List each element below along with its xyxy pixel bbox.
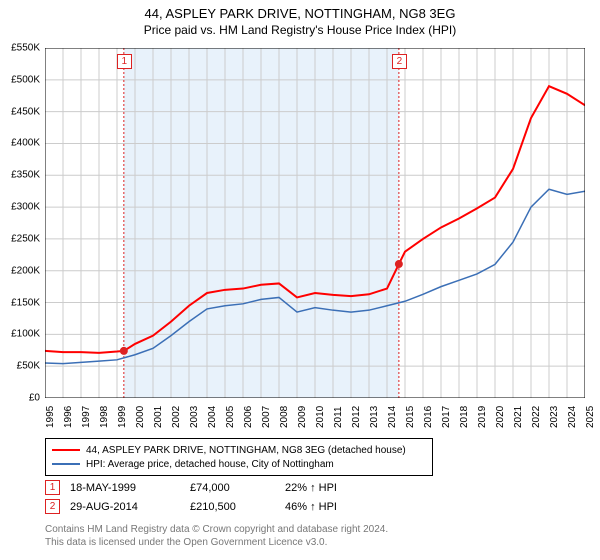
x-tick-label: 2017 [441,406,452,428]
x-tick-label: 2016 [423,406,434,428]
x-tick-label: 2021 [513,406,524,428]
x-tick-label: 2025 [585,406,596,428]
legend: 44, ASPLEY PARK DRIVE, NOTTINGHAM, NG8 3… [45,438,433,476]
sale-marker-pct-0: 22% ↑ HPI [285,482,375,494]
y-tick-label: £350K [11,170,40,181]
y-tick-label: £500K [11,74,40,85]
x-tick-label: 2020 [495,406,506,428]
x-tick-label: 2008 [279,406,290,428]
legend-label-0: 44, ASPLEY PARK DRIVE, NOTTINGHAM, NG8 3… [86,445,406,456]
x-tick-label: 2006 [243,406,254,428]
x-tick-label: 2004 [207,406,218,428]
footer-line1: Contains HM Land Registry data © Crown c… [45,524,388,537]
x-tick-label: 1995 [45,406,56,428]
chart-title: 44, ASPLEY PARK DRIVE, NOTTINGHAM, NG8 3… [0,0,600,37]
legend-row-1: HPI: Average price, detached house, City… [52,457,426,471]
sale-marker-pct-1: 46% ↑ HPI [285,501,375,513]
chart-svg [45,48,585,398]
sale-marker-id-0: 1 [45,480,60,495]
x-tick-label: 2023 [549,406,560,428]
sale-markers: 1 18-MAY-1999 £74,000 22% ↑ HPI 2 29-AUG… [45,480,375,518]
x-tick-label: 1997 [81,406,92,428]
x-tick-label: 2018 [459,406,470,428]
y-tick-label: £100K [11,329,40,340]
x-tick-label: 2005 [225,406,236,428]
chart-plot-area: 1 2 [45,48,585,398]
x-tick-label: 2019 [477,406,488,428]
sale-marker-row-0: 1 18-MAY-1999 £74,000 22% ↑ HPI [45,480,375,495]
x-tick-label: 2022 [531,406,542,428]
x-tick-label: 2015 [405,406,416,428]
x-tick-label: 2013 [369,406,380,428]
footer-line2: This data is licensed under the Open Gov… [45,537,388,550]
legend-row-0: 44, ASPLEY PARK DRIVE, NOTTINGHAM, NG8 3… [52,443,426,457]
x-tick-label: 2024 [567,406,578,428]
y-axis: £0£50K£100K£150K£200K£250K£300K£350K£400… [0,48,42,398]
x-tick-label: 2014 [387,406,398,428]
legend-swatch-0 [52,449,80,451]
x-tick-label: 2010 [315,406,326,428]
x-tick-label: 2009 [297,406,308,428]
x-tick-label: 1998 [99,406,110,428]
y-tick-label: £450K [11,106,40,117]
chart-marker-1: 1 [117,54,132,69]
x-tick-label: 2007 [261,406,272,428]
legend-swatch-1 [52,463,80,465]
x-tick-label: 2001 [153,406,164,428]
title-line1: 44, ASPLEY PARK DRIVE, NOTTINGHAM, NG8 3… [0,6,600,21]
chart-marker-2: 2 [392,54,407,69]
x-tick-label: 2003 [189,406,200,428]
x-axis: 1995 1996 1997 1998 1999 2000 2001 2002 2003 2004… [45,400,585,434]
y-tick-label: £550K [11,43,40,54]
x-tick-label: 1999 [117,406,128,428]
y-tick-label: £400K [11,138,40,149]
title-line2: Price paid vs. HM Land Registry's House … [0,23,600,37]
y-tick-label: £250K [11,233,40,244]
x-tick-label: 2002 [171,406,182,428]
sale-marker-price-0: £74,000 [190,482,285,494]
y-tick-label: £150K [11,297,40,308]
sale-marker-row-1: 2 29-AUG-2014 £210,500 46% ↑ HPI [45,499,375,514]
sale-marker-date-1: 29-AUG-2014 [70,501,190,513]
y-tick-label: £200K [11,265,40,276]
footer: Contains HM Land Registry data © Crown c… [45,524,388,549]
sale-marker-id-1: 2 [45,499,60,514]
x-tick-label: 2012 [351,406,362,428]
y-tick-label: £300K [11,202,40,213]
x-tick-label: 2000 [135,406,146,428]
legend-label-1: HPI: Average price, detached house, City… [86,459,334,470]
sale-marker-date-0: 18-MAY-1999 [70,482,190,494]
sale-marker-price-1: £210,500 [190,501,285,513]
x-tick-label: 1996 [63,406,74,428]
y-tick-label: £0 [29,393,40,404]
y-tick-label: £50K [17,361,40,372]
x-tick-label: 2011 [333,406,344,428]
